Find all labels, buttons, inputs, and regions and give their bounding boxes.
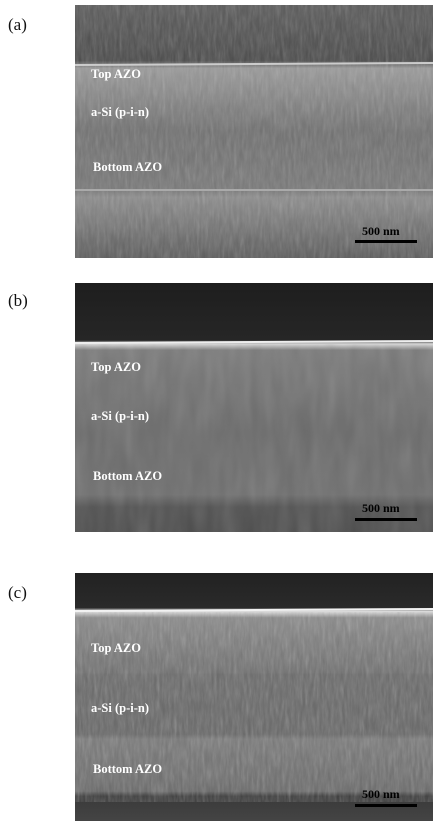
layer-label: Top AZO bbox=[91, 641, 141, 655]
layer-label: Bottom AZO bbox=[93, 160, 162, 174]
scale-bar bbox=[355, 240, 417, 243]
panel: (c) Top AZO a-Si (p-i-n) Bottom AZO 500 … bbox=[8, 573, 433, 821]
texture bbox=[75, 5, 433, 258]
layer-label: Top AZO bbox=[91, 360, 141, 374]
scale-label: 500 nm bbox=[362, 501, 400, 515]
scale-label: 500 nm bbox=[362, 224, 400, 238]
panel-label: (b) bbox=[8, 291, 28, 310]
page: {"panels": [ {"label": "(a)", "layers": … bbox=[0, 0, 433, 821]
layer-label: a-Si (p-i-n) bbox=[91, 409, 149, 423]
scale-label: 500 nm bbox=[362, 787, 400, 801]
figure: (a) Top AZO a-Si (p-i-n) Bottom AZO 500 … bbox=[0, 0, 433, 821]
layer-label: Bottom AZO bbox=[93, 469, 162, 483]
layer-label: a-Si (p-i-n) bbox=[91, 105, 149, 119]
panel-label: (c) bbox=[8, 583, 27, 602]
panel: (b) Top AZO a-Si (p-i-n) Bottom AZO 500 … bbox=[8, 283, 433, 532]
scale-bar bbox=[355, 518, 417, 521]
layer-label: a-Si (p-i-n) bbox=[91, 701, 149, 715]
panel-label: (a) bbox=[8, 15, 27, 34]
layer-label: Bottom AZO bbox=[93, 762, 162, 776]
scale-bar bbox=[355, 804, 417, 807]
panel: (a) Top AZO a-Si (p-i-n) Bottom AZO 500 … bbox=[8, 5, 433, 258]
layer-label: Top AZO bbox=[91, 67, 141, 81]
